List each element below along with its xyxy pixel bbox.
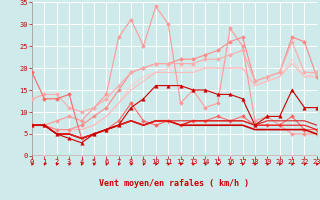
X-axis label: Vent moyen/en rafales ( km/h ): Vent moyen/en rafales ( km/h ): [100, 179, 249, 188]
